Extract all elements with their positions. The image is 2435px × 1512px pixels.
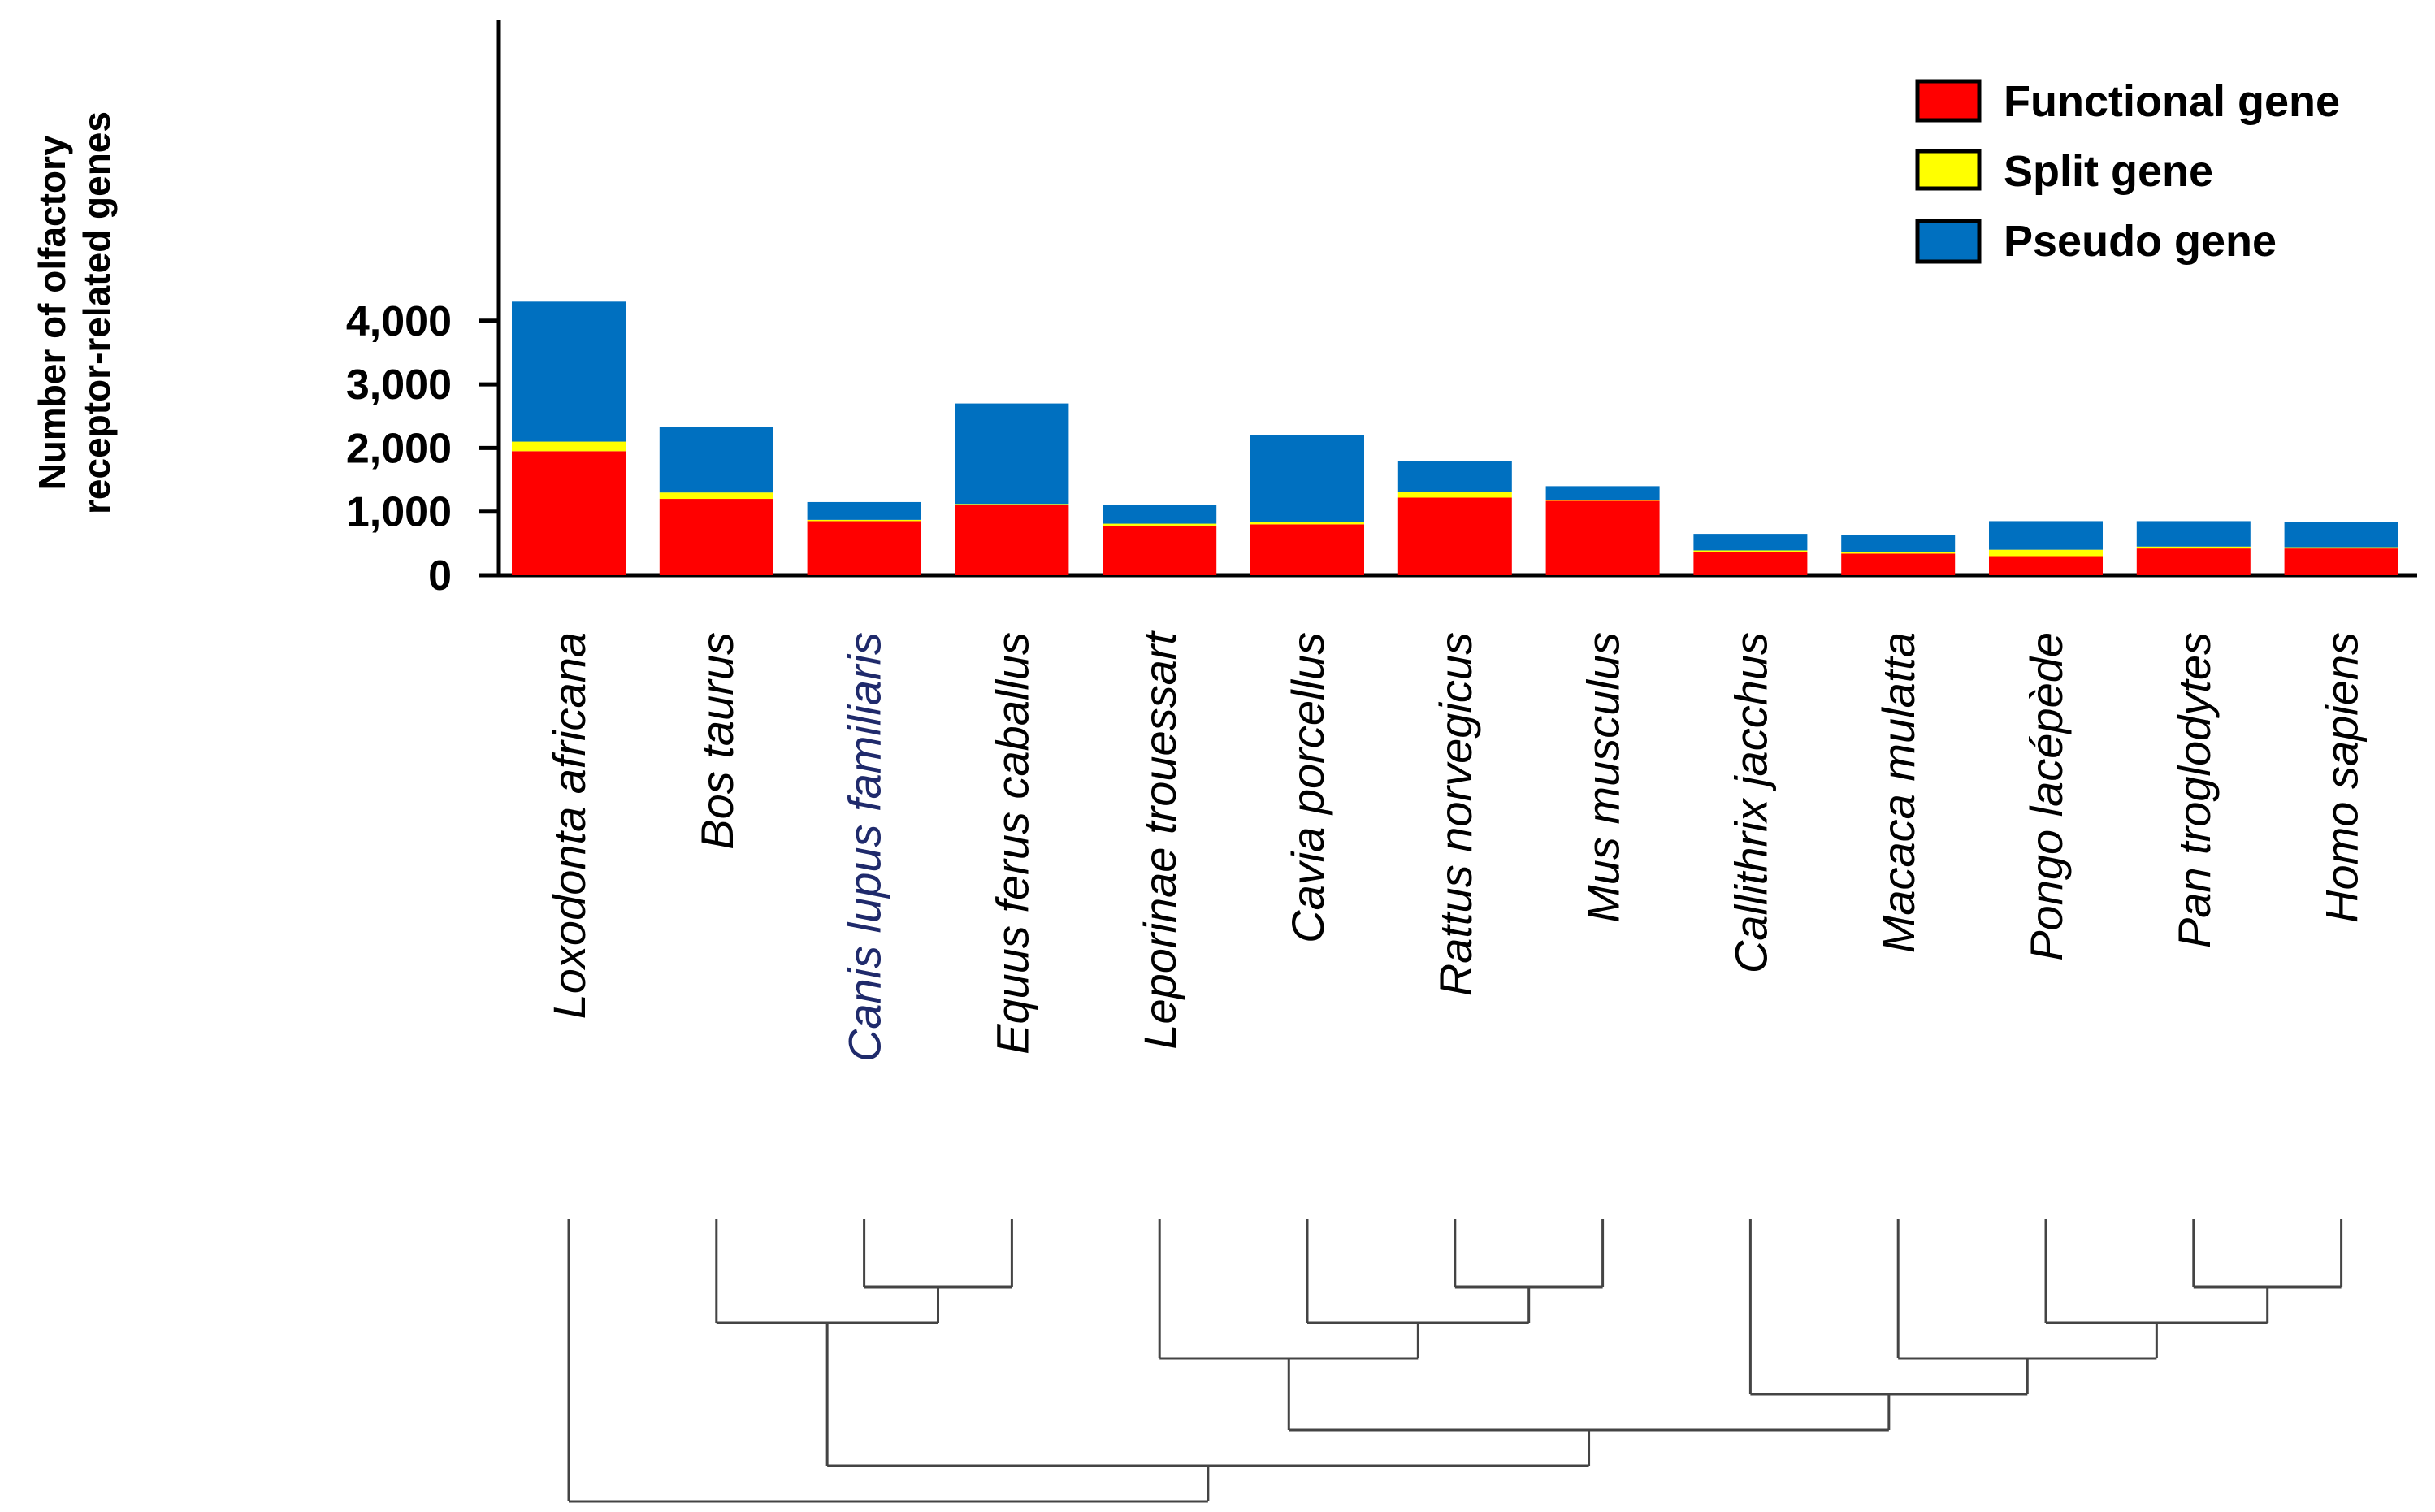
bar-segment-split-gene xyxy=(1250,522,1364,525)
bar-segment-functional-gene xyxy=(807,521,921,575)
bar-segment-pseudo-gene xyxy=(1250,435,1364,523)
category-label: Bos taurus xyxy=(691,632,743,850)
category-label: Loxodonta africana xyxy=(544,632,595,1019)
category-label: Homo sapiens xyxy=(2316,632,2368,923)
bar-segment-split-gene xyxy=(1545,500,1660,501)
y-tick-label: 3,000 xyxy=(346,362,452,409)
bar-segment-pseudo-gene xyxy=(955,403,1069,505)
bars xyxy=(512,301,2398,575)
bar-segment-functional-gene xyxy=(1103,525,1217,575)
bar-segment-functional-gene xyxy=(1841,553,1956,575)
category-label: Pan troglodytes xyxy=(2169,632,2220,948)
bar-segment-pseudo-gene xyxy=(2136,521,2251,547)
bar-segment-functional-gene xyxy=(1989,556,2103,575)
bar-segment-pseudo-gene xyxy=(807,501,921,520)
legend-label-functional: Functional gene xyxy=(2004,77,2340,126)
bar-segment-split-gene xyxy=(955,504,1069,505)
bar-segment-functional-gene xyxy=(2284,548,2398,575)
category-label: Callithrix jacchus xyxy=(1725,632,1776,973)
category-label: Pongo lacépède xyxy=(2021,632,2072,961)
y-tick-label: 0 xyxy=(428,552,452,600)
bar-segment-functional-gene xyxy=(1545,500,1660,575)
bar-segment-pseudo-gene xyxy=(1103,505,1217,524)
bar-segment-split-gene xyxy=(1841,552,1956,554)
y-tick-label: 1,000 xyxy=(346,489,452,536)
category-label: Leporinae trouessart xyxy=(1134,630,1185,1050)
bar-segment-pseudo-gene xyxy=(1989,521,2103,550)
bar-segment-functional-gene xyxy=(1693,552,1808,575)
bar-segment-pseudo-gene xyxy=(1841,535,1956,552)
bar-segment-pseudo-gene xyxy=(1693,534,1808,551)
legend-label-split: Split gene xyxy=(2004,147,2213,196)
phylogenetic-tree xyxy=(567,1219,2343,1503)
bar-segment-split-gene xyxy=(2284,547,2398,549)
category-label: Canis lupus familiaris xyxy=(839,632,890,1062)
legend-swatch-pseudo xyxy=(1915,219,1982,264)
bar-segment-pseudo-gene xyxy=(659,427,773,493)
category-label: Equus ferus caballus xyxy=(986,632,1038,1055)
bar-segment-split-gene xyxy=(1397,492,1512,498)
bar-segment-functional-gene xyxy=(659,499,773,575)
bar-segment-pseudo-gene xyxy=(1545,486,1660,500)
bar-segment-split-gene xyxy=(2136,546,2251,549)
legend: Functional gene Split gene Pseudo gene xyxy=(1915,77,2340,266)
y-axis-title-line-1: Number of olfactory xyxy=(31,135,73,490)
x-axis-labels: Loxodonta africana Bos taurus Canis lupus … xyxy=(544,630,2368,1063)
legend-swatch-functional xyxy=(1915,79,1982,123)
bar-segment-split-gene xyxy=(807,519,921,522)
y-tick-label: 4,000 xyxy=(346,298,452,345)
bar-segment-functional-gene xyxy=(512,451,626,575)
legend-swatch-split xyxy=(1915,149,1982,191)
bar-segment-functional-gene xyxy=(2136,548,2251,575)
bar-segment-split-gene xyxy=(1103,523,1217,526)
legend-label-pseudo: Pseudo gene xyxy=(2004,217,2277,266)
bar-segment-split-gene xyxy=(512,441,626,452)
category-label: Macaca mulatta xyxy=(1873,632,1924,953)
bar-segment-split-gene xyxy=(1693,550,1808,552)
category-label: Cavia porcellus xyxy=(1282,632,1333,943)
bar-segment-functional-gene xyxy=(1397,497,1512,575)
category-label: Rattus norvegicus xyxy=(1430,632,1481,996)
bar-segment-functional-gene xyxy=(1250,524,1364,575)
bar-segment-functional-gene xyxy=(955,505,1069,575)
y-axis-title-line-2: receptor-related genes xyxy=(76,111,118,514)
bar-segment-split-gene xyxy=(1989,549,2103,557)
bar-segment-pseudo-gene xyxy=(2284,522,2398,548)
category-label: Mus musculus xyxy=(1578,632,1629,923)
bar-segment-pseudo-gene xyxy=(512,301,626,442)
y-tick-label: 2,000 xyxy=(346,425,452,472)
bar-segment-split-gene xyxy=(659,492,773,500)
bar-segment-pseudo-gene xyxy=(1397,461,1512,492)
